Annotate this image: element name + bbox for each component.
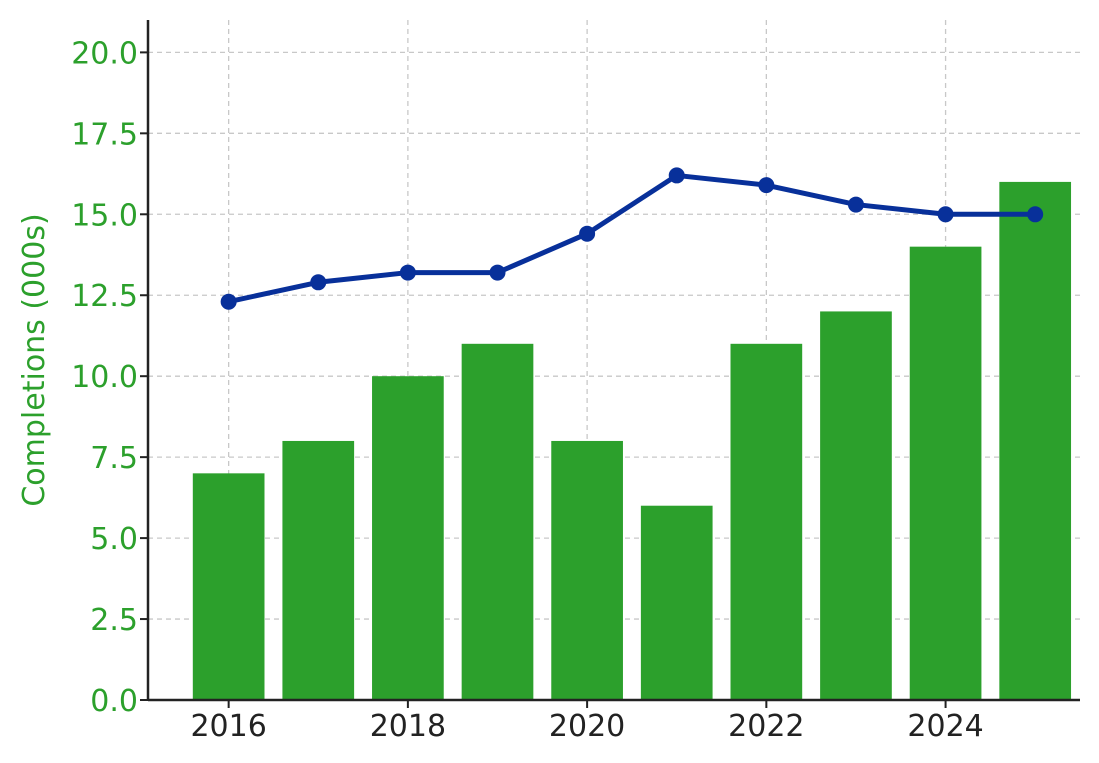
bar-2021: [640, 505, 713, 700]
axes: [140, 20, 1080, 708]
y-tick-label: 0.0: [90, 684, 138, 719]
y-tick-label: 17.5: [71, 117, 138, 152]
line-point-2020: [579, 225, 596, 242]
line-point-2017: [310, 274, 327, 291]
bar-2019: [461, 343, 534, 700]
y-tick-labels: 0.0 2.5 5.0 7.5 10.0 12.5 15.0 17.5 20.0: [71, 36, 138, 719]
line-point-2023: [847, 196, 864, 213]
line-point-2024: [937, 206, 954, 223]
bar-2024: [909, 246, 982, 700]
y-tick-label: 10.0: [71, 360, 138, 395]
line-point-2016: [220, 293, 237, 310]
bar-2016: [192, 473, 265, 700]
x-tick-label: 2022: [728, 709, 804, 744]
line-point-2025: [1027, 206, 1044, 223]
x-tick-labels: 2016 2018 2020 2022 2024: [190, 709, 983, 744]
y-axis-title: Completions (000s): [17, 213, 52, 506]
line-series: [220, 167, 1044, 310]
line-point-2018: [399, 264, 416, 281]
y-tick-label: 20.0: [71, 36, 138, 71]
bar-series: [192, 181, 1072, 700]
y-tick-label: 5.0: [90, 522, 138, 557]
x-tick-label: 2016: [190, 709, 266, 744]
bar-2020: [551, 440, 623, 700]
x-tick-label: 2020: [549, 709, 625, 744]
x-tick-label: 2024: [907, 709, 983, 744]
bar-2018: [372, 376, 444, 700]
bar-2022: [730, 343, 803, 700]
bar-2023: [820, 311, 892, 700]
line-point-2022: [758, 177, 775, 194]
y-tick-label: 7.5: [90, 441, 138, 476]
line-point-2021: [668, 167, 685, 184]
bar-2025: [999, 181, 1072, 700]
y-tick-label: 2.5: [90, 603, 138, 638]
y-tick-label: 15.0: [71, 198, 138, 233]
line-point-2019: [489, 264, 506, 281]
bar-2017: [282, 440, 355, 700]
y-tick-label: 12.5: [71, 279, 138, 314]
x-tick-label: 2018: [370, 709, 446, 744]
line-series-path: [228, 172, 1036, 305]
